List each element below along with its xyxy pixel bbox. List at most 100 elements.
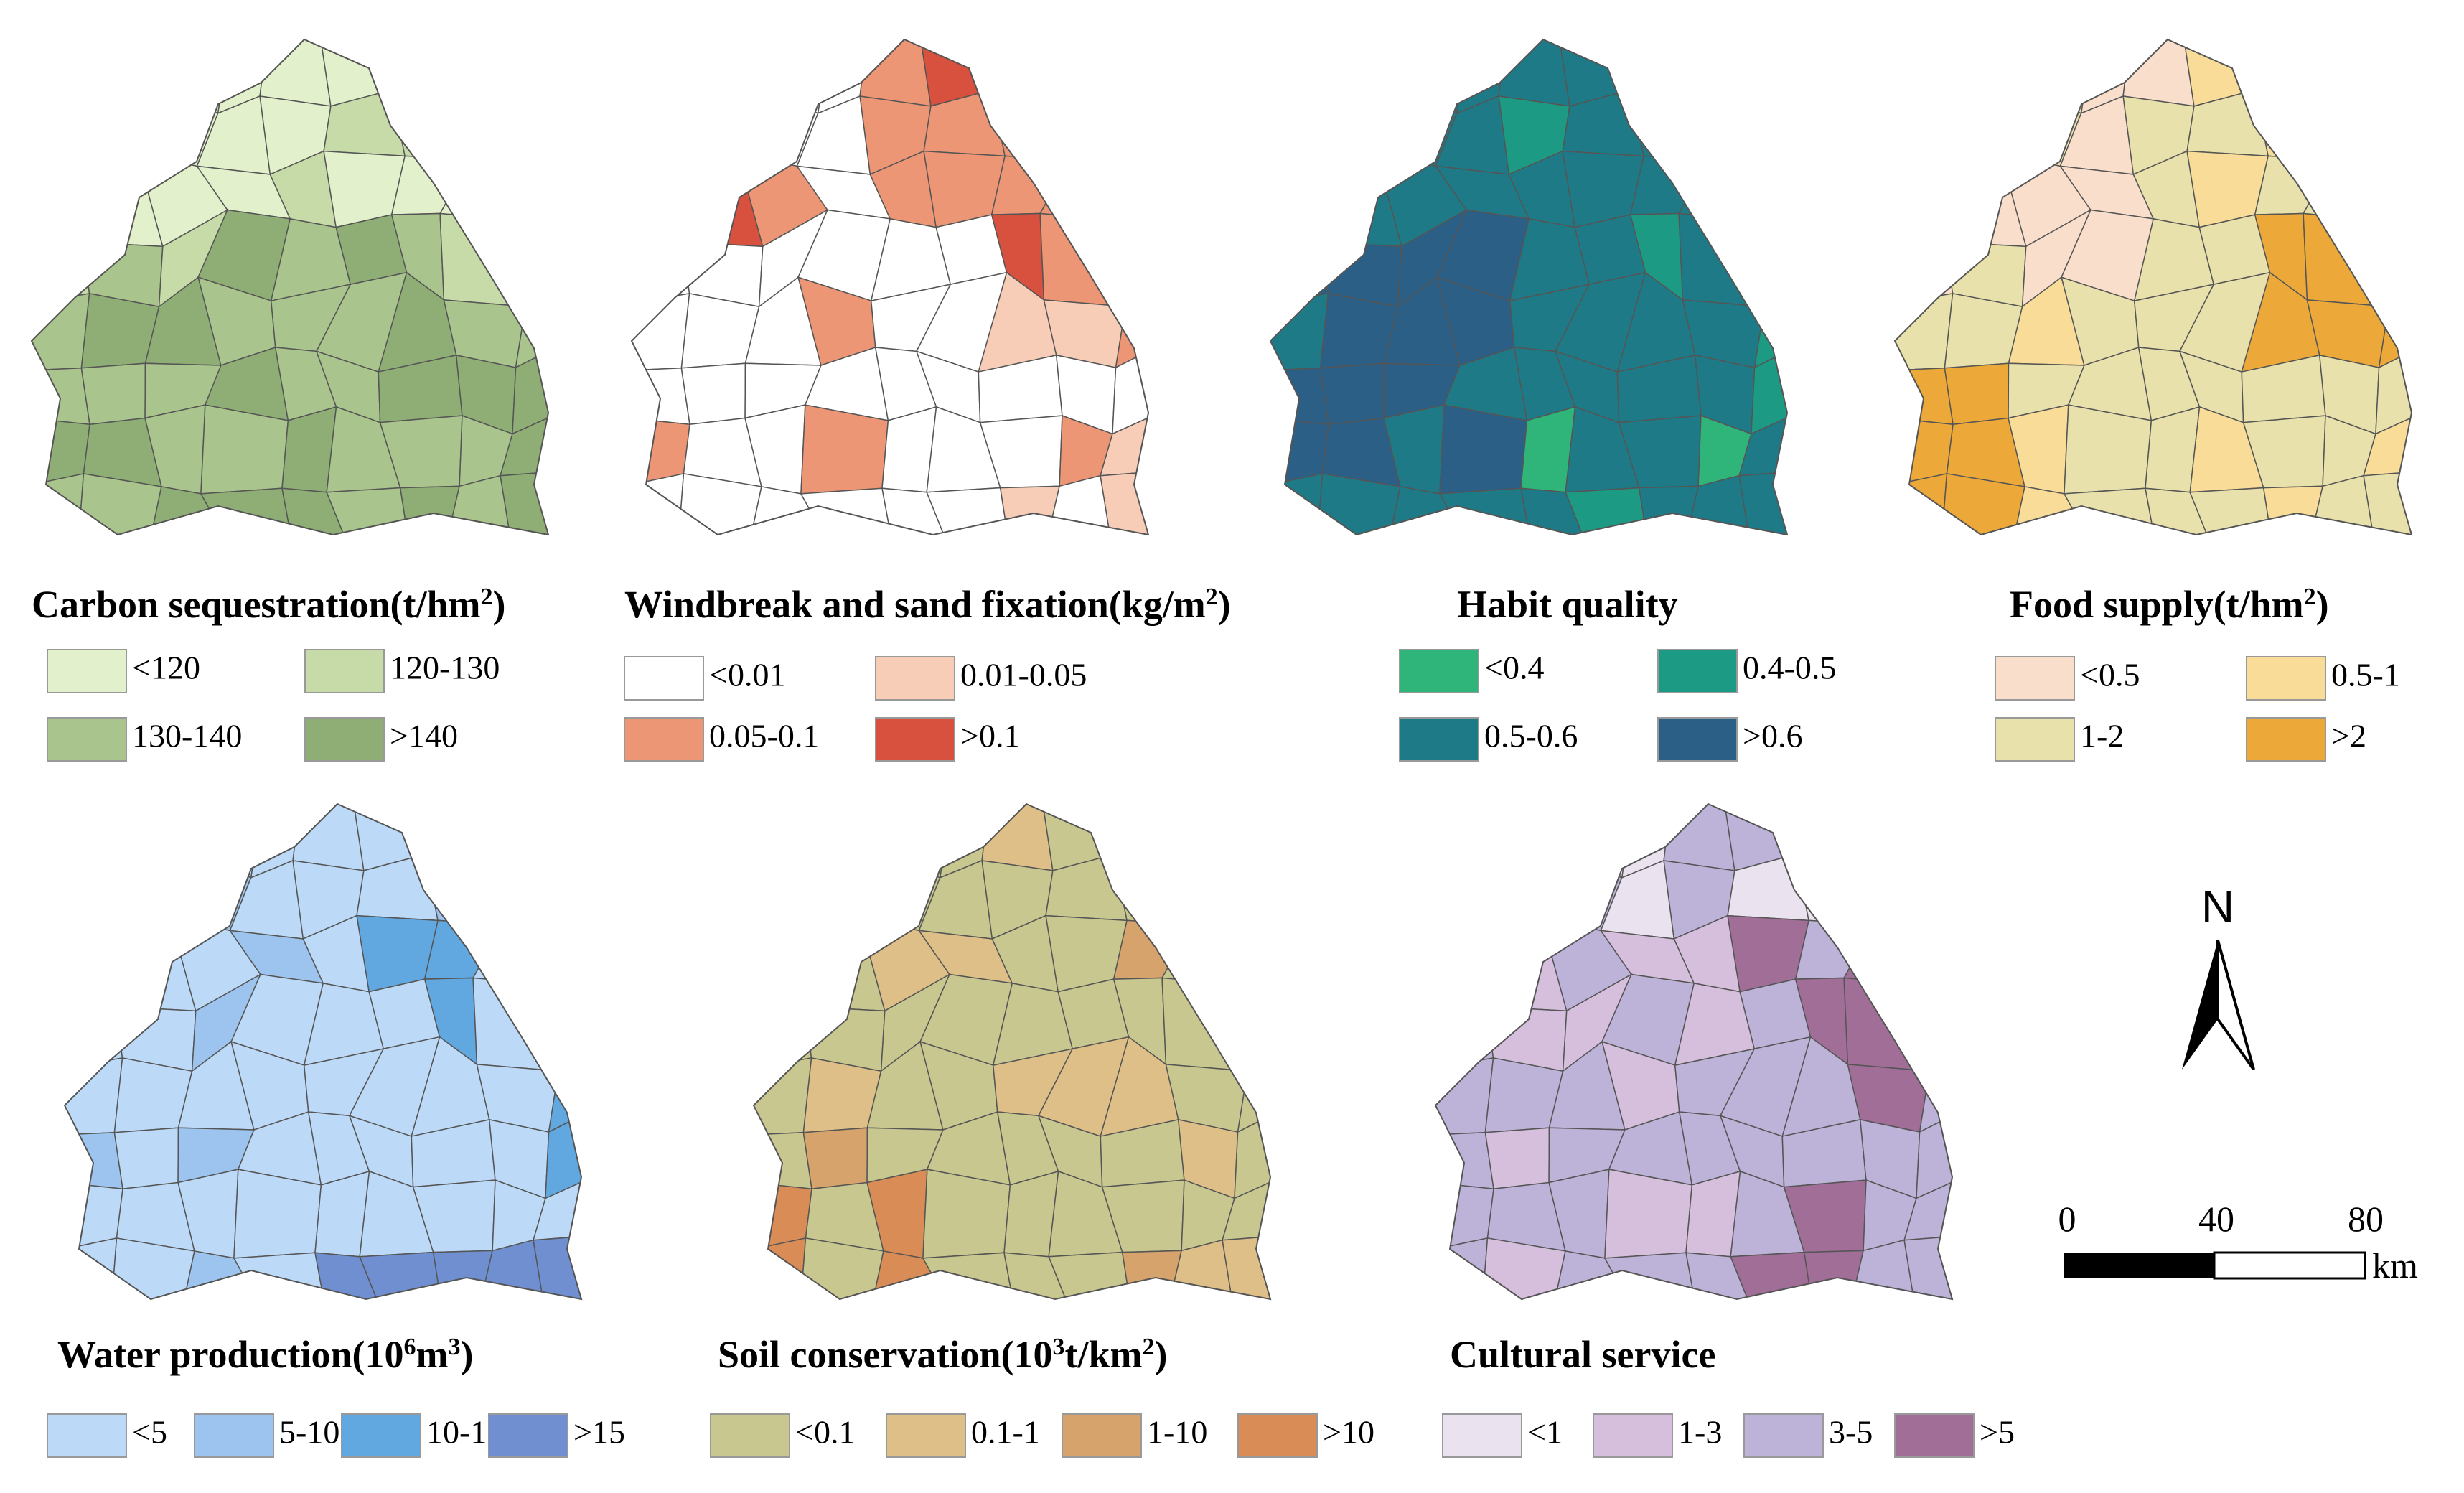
scale-unit: km — [2372, 1245, 2418, 1286]
sub-basin — [1435, 863, 1506, 933]
sub-basin — [632, 39, 703, 115]
sub-basin — [802, 1127, 868, 1190]
sub-basin — [1270, 367, 1329, 426]
panel-title: Windbreak and sand fixation(kg/m2) — [624, 583, 1231, 626]
legend-swatch — [488, 1413, 568, 1458]
sub-basin — [800, 487, 893, 535]
sub-basin — [32, 39, 103, 115]
title-part: 2 — [1206, 584, 1218, 610]
sub-basin — [1435, 915, 1487, 1008]
legend-label: >140 — [390, 718, 458, 754]
legend-label: <0.5 — [2080, 657, 2140, 693]
basin-outline — [1269, 38, 1789, 536]
sub-basin — [2064, 404, 2153, 495]
sub-basin — [1222, 1234, 1270, 1299]
sub-basin — [1603, 1252, 1697, 1299]
legend-label: 1-2 — [2080, 718, 2124, 754]
map-panel: Water production(106m3)<5 5-10 10-15 >15 — [47, 802, 625, 1458]
legend-label: <0.4 — [1484, 650, 1544, 686]
sub-basin — [1381, 39, 1469, 114]
sub-basin — [1125, 220, 1148, 308]
legend-label: <1 — [1527, 1414, 1563, 1451]
sub-basin — [2329, 84, 2395, 160]
sub-basin — [673, 85, 744, 169]
sub-basin — [1843, 977, 1930, 1072]
legend-swatch — [2246, 717, 2326, 762]
sub-basin — [674, 154, 764, 248]
sub-basin — [1118, 39, 1148, 117]
sub-basin — [65, 863, 135, 933]
sub-basin — [108, 804, 202, 879]
sub-basin — [1895, 98, 1965, 169]
legend-label: 0.4-0.5 — [1743, 650, 1836, 686]
sub-basin — [632, 151, 683, 243]
sub-basin — [2254, 89, 2335, 160]
sub-basin — [466, 84, 532, 160]
legend-swatch — [1593, 1413, 1673, 1458]
sub-basin — [1929, 984, 1952, 1072]
title-part: 6 — [404, 1334, 416, 1360]
sub-basin — [1270, 151, 1322, 243]
sub-basin — [1484, 1127, 1550, 1190]
title-part: ) — [2316, 583, 2329, 626]
sub-basin — [2378, 280, 2412, 369]
sub-basin — [2303, 212, 2389, 307]
title-part: 3 — [449, 1334, 461, 1360]
title-part: 2 — [2304, 584, 2316, 610]
legend-label: >0.6 — [1743, 718, 1802, 754]
sub-basin — [390, 89, 472, 160]
map — [1893, 38, 2413, 536]
map-panel: Carbon sequestration(t/hm2) <120 120-130 13… — [30, 38, 550, 762]
sub-basin — [1039, 151, 1127, 222]
sub-basin — [2382, 151, 2412, 238]
title-part: Cultural service — [1450, 1333, 1715, 1376]
legend-label: 1-10 — [1147, 1414, 1207, 1451]
sub-basin — [1895, 151, 1947, 243]
legend-label: >10 — [1323, 1414, 1374, 1451]
sub-basin — [200, 404, 289, 495]
sub-basin — [1895, 472, 1948, 535]
sub-basin — [423, 853, 505, 925]
sub-basin — [107, 918, 197, 1012]
sub-basin — [525, 220, 548, 308]
sub-basin — [2388, 220, 2412, 308]
sub-basin — [65, 1237, 118, 1299]
sub-basin — [2381, 39, 2412, 117]
sub-basin — [2313, 39, 2395, 108]
sub-basin — [1753, 280, 1787, 369]
sub-basin — [990, 39, 1068, 108]
sub-basin — [439, 212, 526, 307]
sub-basin — [1313, 39, 1408, 115]
sub-basin — [1240, 804, 1270, 881]
sub-basin — [1161, 977, 1248, 1072]
sub-basin — [754, 804, 825, 879]
north-arrow: N — [2182, 881, 2255, 1071]
sub-basin — [1479, 804, 1573, 879]
basin-outline — [63, 802, 583, 1301]
sub-basin — [1677, 151, 1766, 222]
sub-basin — [2254, 155, 2335, 215]
sub-basin — [1115, 280, 1148, 369]
sub-basin — [551, 804, 581, 881]
sub-basin — [1794, 919, 1875, 980]
legend-swatch — [1995, 656, 2075, 701]
sub-basin — [32, 98, 102, 169]
title-part: Habit quality — [1457, 583, 1678, 626]
sub-basin — [552, 916, 581, 1002]
scale-label: 0 — [2058, 1199, 2076, 1239]
title-part: t/km — [1065, 1333, 1143, 1376]
sub-basin — [1895, 367, 1954, 426]
legend-swatch — [1743, 1413, 1824, 1458]
sub-basin — [65, 915, 116, 1008]
map — [30, 38, 550, 536]
legend-swatch — [47, 1413, 127, 1458]
sub-basin — [74, 154, 164, 248]
legend-swatch — [1399, 649, 1479, 693]
legend-swatch — [710, 1413, 790, 1458]
legend-swatch — [1062, 1413, 1142, 1458]
sub-basin — [75, 39, 169, 115]
sub-basin — [1222, 1168, 1270, 1241]
sub-basin — [472, 977, 559, 1072]
legend-label: 0.5-0.6 — [1484, 718, 1578, 754]
sub-basin — [1112, 919, 1194, 980]
